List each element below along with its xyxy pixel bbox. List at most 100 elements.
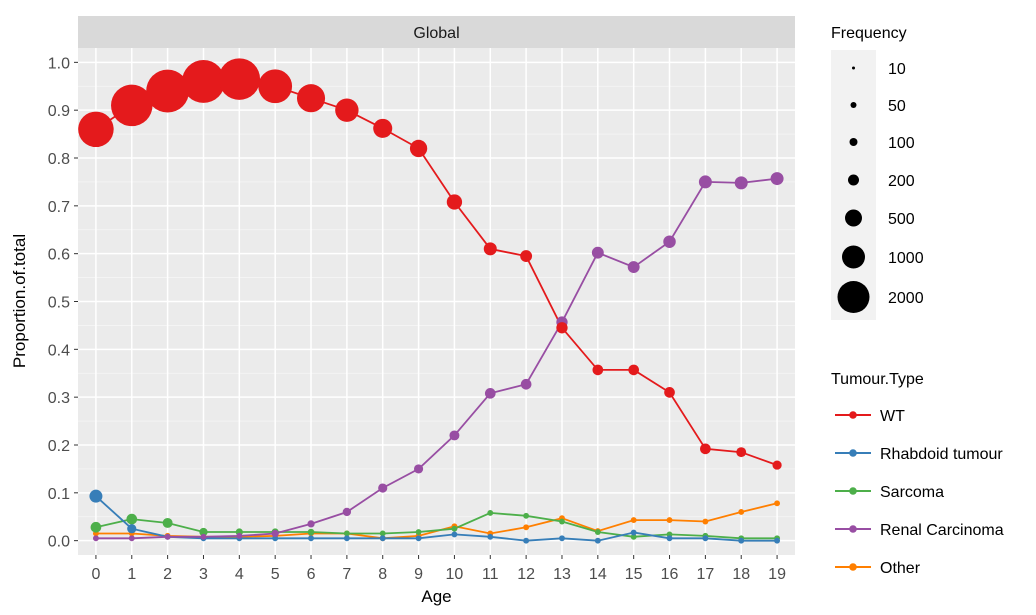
series-point-3 bbox=[520, 378, 532, 390]
size-legend-dot bbox=[845, 209, 862, 227]
series-point-3 bbox=[164, 533, 171, 540]
x-tick-label: 3 bbox=[199, 566, 208, 583]
series-point-3 bbox=[770, 172, 784, 186]
x-tick-label: 1 bbox=[127, 566, 136, 583]
legend: Frequency 10 50 100 200 500 1000 2000 Tumour.Typ… bbox=[831, 25, 1004, 577]
size-legend-label: 50 bbox=[888, 98, 906, 115]
size-legend-title: Frequency bbox=[831, 25, 907, 42]
x-tick-label: 0 bbox=[91, 566, 100, 583]
series-point-1 bbox=[379, 535, 386, 542]
series-point-2 bbox=[307, 528, 315, 536]
x-tick-label: 19 bbox=[768, 566, 786, 583]
series-point-3 bbox=[378, 483, 388, 493]
x-tick-label: 14 bbox=[589, 566, 607, 583]
x-tick-label: 4 bbox=[235, 566, 244, 583]
series-line-1 bbox=[95, 495, 778, 542]
series-point-2 bbox=[559, 518, 565, 525]
series-point-0 bbox=[628, 364, 640, 376]
size-legend-label: 1000 bbox=[888, 250, 924, 267]
series-point-3 bbox=[342, 507, 352, 517]
series-point-1 bbox=[702, 535, 709, 542]
series-point-2 bbox=[630, 533, 637, 540]
y-tick-label: 0.0 bbox=[48, 534, 70, 551]
series-point-2 bbox=[415, 529, 422, 535]
y-tick-label: 0.9 bbox=[48, 103, 70, 120]
color-legend-label: WT bbox=[880, 408, 905, 425]
color-legend-swatch-dot bbox=[849, 449, 857, 457]
size-legend-dot bbox=[849, 138, 858, 146]
series-point-3 bbox=[413, 464, 424, 474]
series-point-2 bbox=[594, 529, 601, 535]
color-legend-label: Other bbox=[880, 560, 921, 577]
series-point-2 bbox=[523, 512, 530, 519]
series-point-1 bbox=[127, 524, 137, 534]
y-tick-label: 0.8 bbox=[48, 151, 70, 168]
y-tick-label: 0.3 bbox=[48, 390, 70, 407]
grid-lines bbox=[78, 48, 795, 555]
series-point-2 bbox=[487, 509, 494, 516]
size-legend-label: 200 bbox=[888, 173, 915, 190]
x-tick-label: 15 bbox=[625, 566, 643, 583]
x-tick-label: 18 bbox=[732, 566, 750, 583]
series-point-3 bbox=[627, 261, 640, 274]
series-point-3 bbox=[591, 246, 604, 259]
y-tick-label: 1.0 bbox=[48, 55, 70, 72]
series-point-0 bbox=[772, 460, 782, 470]
series-point-0 bbox=[409, 139, 428, 158]
series-point-1 bbox=[738, 537, 745, 544]
x-tick-label: 10 bbox=[446, 566, 464, 583]
size-legend-label: 100 bbox=[888, 135, 915, 152]
series-point-3 bbox=[128, 535, 135, 542]
series-point-2 bbox=[199, 527, 208, 537]
series-point-0 bbox=[218, 58, 261, 100]
x-tick-label: 16 bbox=[661, 566, 679, 583]
series-point-3 bbox=[449, 430, 460, 441]
y-tick-label: 0.6 bbox=[48, 247, 70, 264]
x-tick-label: 8 bbox=[378, 566, 387, 583]
size-legend-dot bbox=[837, 281, 870, 313]
series-point-3 bbox=[307, 520, 315, 528]
series-point-0 bbox=[111, 84, 153, 127]
size-legend-label: 500 bbox=[888, 211, 915, 228]
facet-strip bbox=[78, 16, 795, 48]
series-point-1 bbox=[594, 537, 601, 544]
color-legend-swatch-dot bbox=[849, 525, 857, 533]
size-legend-dot bbox=[852, 66, 855, 70]
y-axis-label: Proportion.of.total bbox=[10, 234, 29, 368]
series-point-0 bbox=[373, 118, 393, 138]
series-point-4 bbox=[774, 500, 781, 507]
series-point-2 bbox=[90, 521, 102, 533]
x-tick-label: 17 bbox=[696, 566, 714, 583]
size-legend-label: 10 bbox=[888, 61, 906, 78]
color-legend-swatch-dot bbox=[849, 487, 857, 495]
series-point-4 bbox=[702, 518, 709, 525]
series-point-3 bbox=[484, 388, 496, 399]
series-point-2 bbox=[126, 513, 138, 525]
series-point-1 bbox=[308, 535, 314, 542]
series-point-0 bbox=[78, 111, 114, 148]
series-point-3 bbox=[271, 529, 279, 538]
x-tick-label: 5 bbox=[271, 566, 280, 583]
series-point-1 bbox=[523, 537, 530, 544]
y-tick-label: 0.4 bbox=[48, 342, 70, 359]
color-legend-swatch-dot bbox=[849, 563, 857, 571]
x-tick-label: 9 bbox=[414, 566, 423, 583]
series-point-2 bbox=[451, 525, 458, 532]
series-point-0 bbox=[520, 250, 533, 263]
series-point-1 bbox=[774, 537, 781, 544]
series-point-1 bbox=[415, 535, 422, 542]
series-point-0 bbox=[258, 69, 293, 104]
series-point-0 bbox=[296, 84, 326, 113]
x-axis-label: Age bbox=[421, 587, 451, 606]
series-point-1 bbox=[451, 531, 458, 538]
size-legend-dot bbox=[842, 245, 865, 269]
x-tick-label: 6 bbox=[307, 566, 316, 583]
data-series bbox=[78, 58, 784, 544]
series-point-2 bbox=[162, 517, 173, 528]
series-point-4 bbox=[523, 524, 530, 531]
series-point-4 bbox=[738, 509, 745, 515]
series-point-1 bbox=[89, 489, 103, 503]
x-tick-label: 2 bbox=[163, 566, 172, 583]
